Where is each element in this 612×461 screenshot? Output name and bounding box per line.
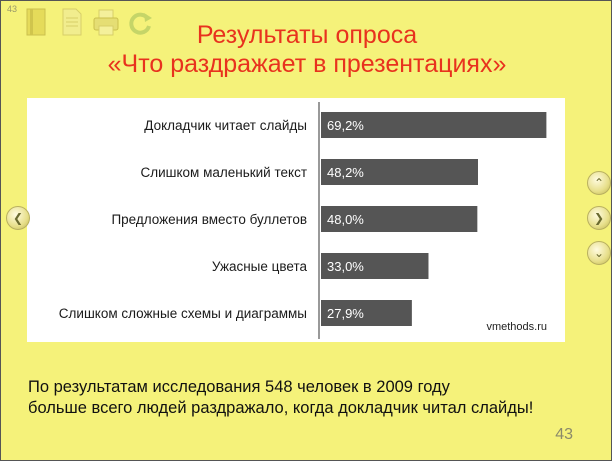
bar-value-label: 33,0%: [327, 259, 364, 274]
category-label: Слишком маленький текст: [140, 165, 307, 180]
bar-value-label: 48,0%: [327, 212, 364, 227]
bar: [321, 159, 478, 185]
category-label: Слишком сложные схемы и диаграммы: [59, 306, 307, 321]
toolbar: 43: [1, 1, 161, 45]
page-number: 43: [555, 426, 573, 443]
bar: [321, 112, 547, 138]
up-arrow-icon[interactable]: ⌃: [587, 171, 611, 195]
bar-chart: Докладчик читает слайды Слишком маленький…: [59, 102, 547, 339]
caption: По результатам исследования 548 человек …: [28, 377, 533, 419]
book-icon[interactable]: [23, 7, 51, 39]
printer-icon[interactable]: [91, 7, 121, 39]
slide-title-line2: «Что раздражает в презентациях»: [107, 50, 507, 78]
slide-title-line1: Результаты опроса: [196, 21, 418, 49]
chart-source: vmethods.ru: [486, 321, 547, 333]
document-icon[interactable]: [59, 7, 85, 39]
caption-line1: По результатам исследования 548 человек …: [28, 378, 450, 396]
down-arrow-icon[interactable]: ⌄: [587, 241, 611, 265]
category-label: Предложения вместо буллетов: [111, 212, 307, 227]
bar: [321, 253, 429, 279]
refresh-icon[interactable]: [125, 7, 155, 39]
caption-line2: больше всего людей раздражало, когда док…: [28, 399, 534, 417]
category-label: Докладчик читает слайды: [144, 118, 307, 133]
bar: [321, 206, 478, 232]
bar-value-label: 27,9%: [327, 306, 364, 321]
bar: [321, 300, 412, 326]
bar-value-label: 48,2%: [327, 165, 364, 180]
bar-value-label: 69,2%: [327, 118, 364, 133]
chart-panel: Докладчик читает слайды Слишком маленький…: [27, 98, 565, 342]
category-label: Ужасные цвета: [212, 259, 308, 274]
slide-number-top: 43: [7, 4, 18, 14]
next-arrow-icon[interactable]: ❯: [587, 206, 611, 230]
prev-arrow-icon[interactable]: ❮: [6, 206, 30, 230]
